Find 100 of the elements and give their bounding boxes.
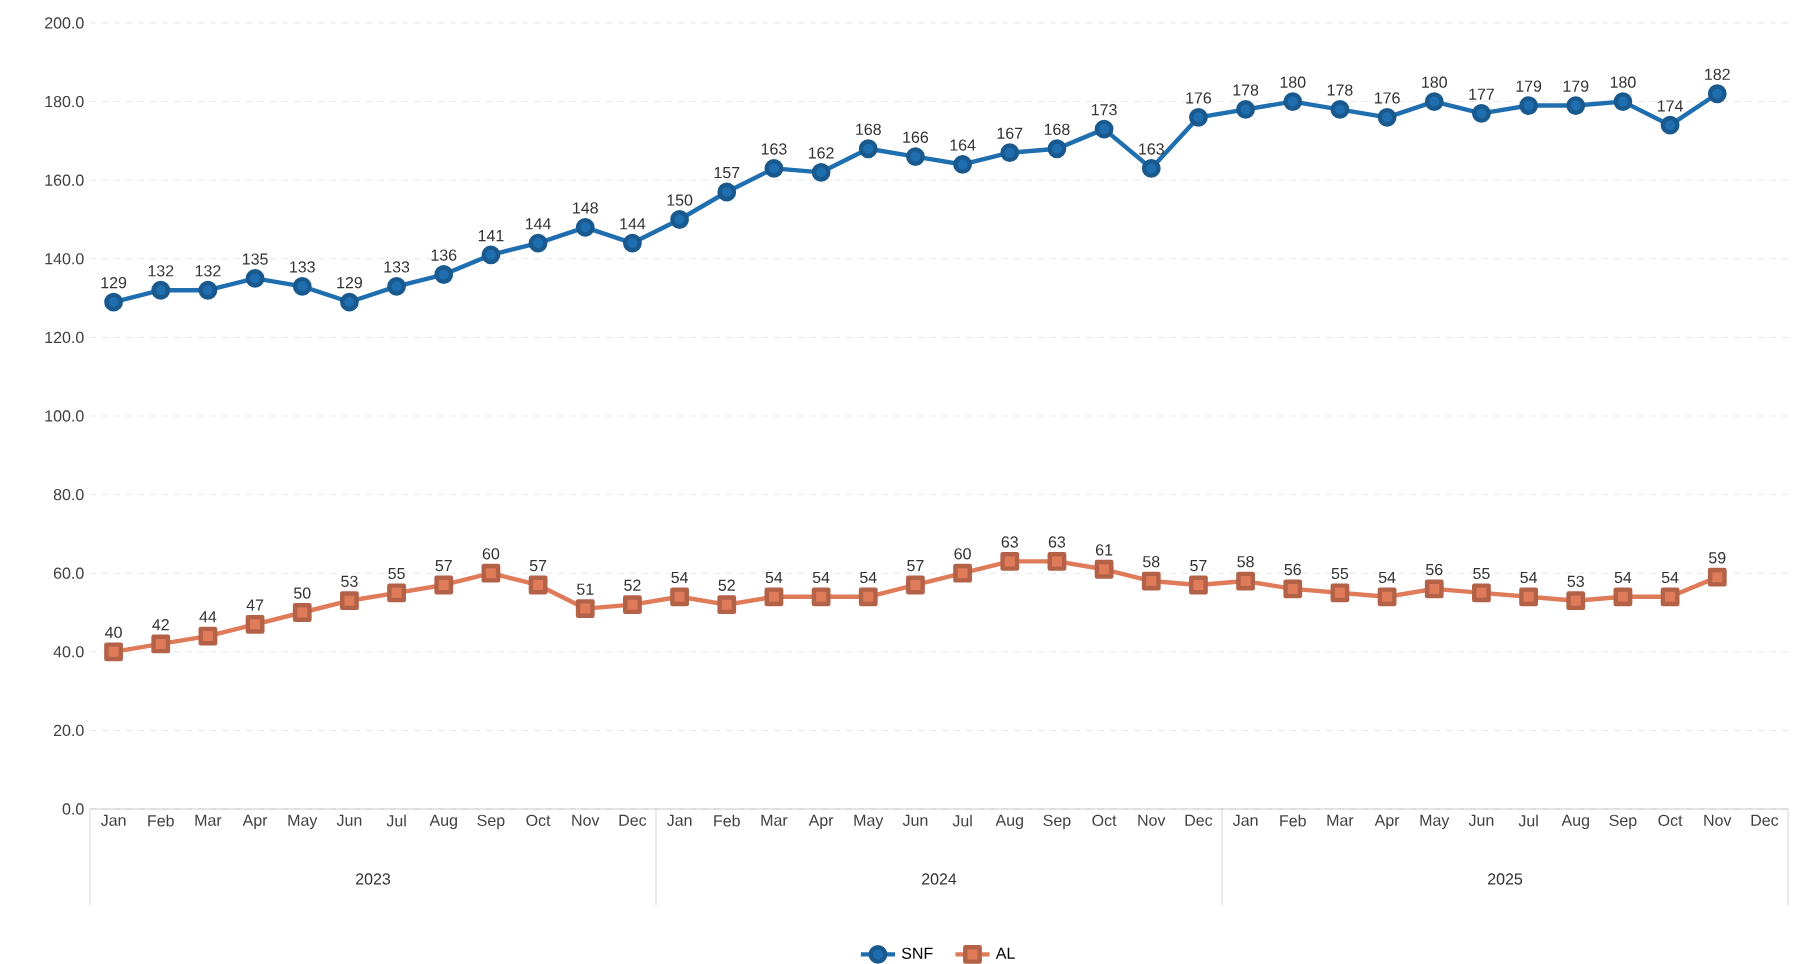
x-tick-label: Aug	[429, 814, 457, 830]
point	[104, 292, 123, 312]
x-tick-label: Jul	[386, 814, 406, 827]
data-label: 55	[388, 567, 405, 580]
point	[1613, 587, 1633, 607]
point	[575, 217, 595, 237]
y-tick-label: 40.0	[53, 646, 84, 658]
point	[292, 276, 312, 296]
point	[198, 280, 218, 300]
data-label: 173	[1091, 104, 1117, 116]
x-tick-label: Jun	[336, 814, 362, 826]
point	[387, 583, 406, 603]
data-label: 63	[1001, 536, 1018, 548]
data-label: 57	[907, 560, 924, 572]
point	[1519, 587, 1538, 607]
x-tick-label: Dec	[1185, 814, 1213, 826]
y-tick-label: 0.0	[62, 803, 84, 815]
legend-label: SNF	[901, 947, 933, 959]
data-label: 44	[199, 611, 217, 623]
point	[1189, 575, 1208, 595]
data-label: 176	[1374, 92, 1400, 104]
point	[858, 587, 878, 607]
data-label: 179	[1516, 80, 1542, 92]
data-label: 167	[997, 127, 1023, 139]
data-label: 135	[242, 253, 268, 265]
data-label: 168	[856, 123, 881, 136]
point	[1424, 579, 1444, 599]
data-label: 178	[1327, 84, 1353, 96]
point	[245, 614, 265, 634]
point	[623, 595, 642, 615]
point	[1472, 103, 1491, 123]
x-tick-label: Feb	[1280, 814, 1306, 827]
data-label: 56	[1284, 563, 1301, 576]
data-label: 163	[1139, 143, 1164, 155]
data-label: 133	[290, 261, 315, 273]
point	[1566, 591, 1586, 611]
point	[481, 563, 501, 583]
data-label: 144	[525, 218, 551, 230]
text: 2023	[356, 873, 391, 885]
x-tick-label: Jan	[666, 814, 692, 826]
x-tick-label: May	[288, 814, 318, 830]
point	[670, 587, 689, 607]
data-label: 55	[1331, 567, 1349, 580]
data-label: 50	[293, 587, 311, 599]
point	[1283, 92, 1303, 111]
point	[1472, 583, 1491, 603]
data-label: 132	[148, 265, 174, 277]
point	[906, 575, 925, 595]
point	[764, 159, 784, 178]
x-tick-label: Jul	[1518, 814, 1538, 827]
legend-label: AL	[995, 947, 1015, 959]
data-label: 177	[1469, 88, 1494, 100]
data-label: 58	[1237, 556, 1254, 568]
point	[1141, 159, 1161, 178]
point	[151, 280, 171, 300]
point	[1236, 100, 1255, 119]
y-tick-label: 180.0	[45, 95, 84, 108]
point	[811, 587, 831, 607]
data-label: 60	[482, 548, 500, 560]
x-tick-label: Oct	[1658, 814, 1683, 827]
point	[717, 182, 737, 202]
y-tick-label: 140.0	[45, 253, 84, 265]
data-label: 54	[765, 571, 783, 584]
point	[953, 155, 972, 174]
point	[717, 595, 737, 615]
data-label: 58	[1142, 556, 1160, 568]
x-tick-label: Jun	[902, 814, 928, 826]
x-tick-label: Jun	[1468, 814, 1494, 826]
data-label: 141	[478, 230, 504, 242]
point	[906, 147, 925, 167]
x-tick-label: Aug	[1561, 814, 1589, 830]
point	[1000, 552, 1020, 571]
point	[434, 265, 454, 284]
data-label: 180	[1610, 76, 1636, 88]
point	[1424, 92, 1444, 111]
data-label: 174	[1657, 100, 1683, 112]
point	[575, 599, 595, 618]
data-label: 180	[1280, 76, 1306, 88]
data-label: 178	[1233, 84, 1259, 96]
data-label: 136	[431, 249, 457, 261]
point	[1000, 143, 1020, 163]
data-label: 57	[529, 560, 547, 572]
point	[1236, 571, 1255, 591]
point	[1330, 100, 1350, 119]
data-label: 164	[950, 139, 976, 151]
y-tick-label: 100.0	[45, 410, 84, 422]
data-label: 54	[1661, 571, 1679, 584]
data-label: 57	[1190, 560, 1207, 572]
point	[528, 575, 548, 595]
point	[387, 276, 406, 296]
x-tick-label: Sep	[477, 814, 505, 830]
data-label: 51	[576, 583, 594, 595]
point	[1377, 587, 1397, 607]
data-label: 54	[1520, 571, 1538, 584]
x-tick-label: Jan	[1232, 814, 1258, 826]
point	[1377, 107, 1397, 127]
point	[1660, 587, 1680, 607]
point	[292, 603, 312, 622]
data-label: 157	[714, 167, 740, 179]
point	[198, 626, 218, 646]
